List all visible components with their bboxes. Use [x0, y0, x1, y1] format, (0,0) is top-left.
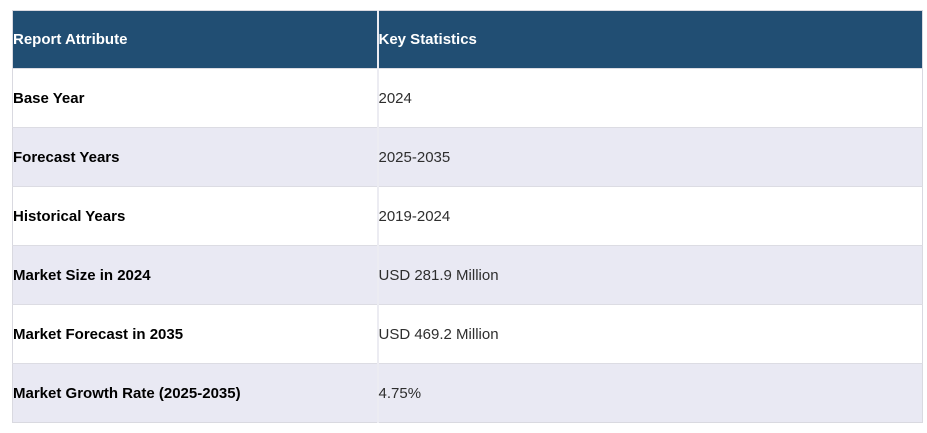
attribute-cell: Base Year [12, 68, 379, 128]
value-cell: 2019-2024 [378, 207, 451, 225]
attribute-cell: Forecast Years [12, 127, 379, 187]
value-cell: USD 469.2 Million [378, 325, 499, 343]
attribute-cell: Market Growth Rate (2025-2035) [12, 363, 379, 423]
value-cell: USD 281.9 Million [378, 266, 499, 284]
table-row: Market Growth Rate (2025-2035) 4.75% [12, 363, 923, 423]
table-row: Forecast Years 2025-2035 [12, 127, 923, 187]
value-cell: 2025-2035 [378, 148, 451, 166]
table-row: Market Forecast in 2035 USD 469.2 Millio… [12, 304, 923, 364]
attribute-cell: Historical Years [12, 186, 379, 246]
attribute-cell: Market Forecast in 2035 [12, 304, 379, 364]
report-summary-table: Report Attribute Key Statistics Base Yea… [12, 10, 923, 423]
table-header: Report Attribute Key Statistics [12, 10, 923, 69]
table-row: Market Size in 2024 USD 281.9 Million [12, 245, 923, 305]
column-header-report-attribute: Report Attribute [12, 10, 379, 69]
table-row: Historical Years 2019-2024 [12, 186, 923, 246]
table-header-row: Report Attribute Key Statistics [12, 10, 923, 69]
table-row: Base Year 2024 [12, 68, 923, 128]
table-body: Base Year 2024 Forecast Years 2025-2035 … [12, 68, 923, 423]
value-cell: 2024 [378, 89, 412, 107]
value-cell: 4.75% [378, 384, 422, 402]
column-header-key-statistics: Key Statistics [377, 10, 923, 69]
attribute-cell: Market Size in 2024 [12, 245, 379, 305]
